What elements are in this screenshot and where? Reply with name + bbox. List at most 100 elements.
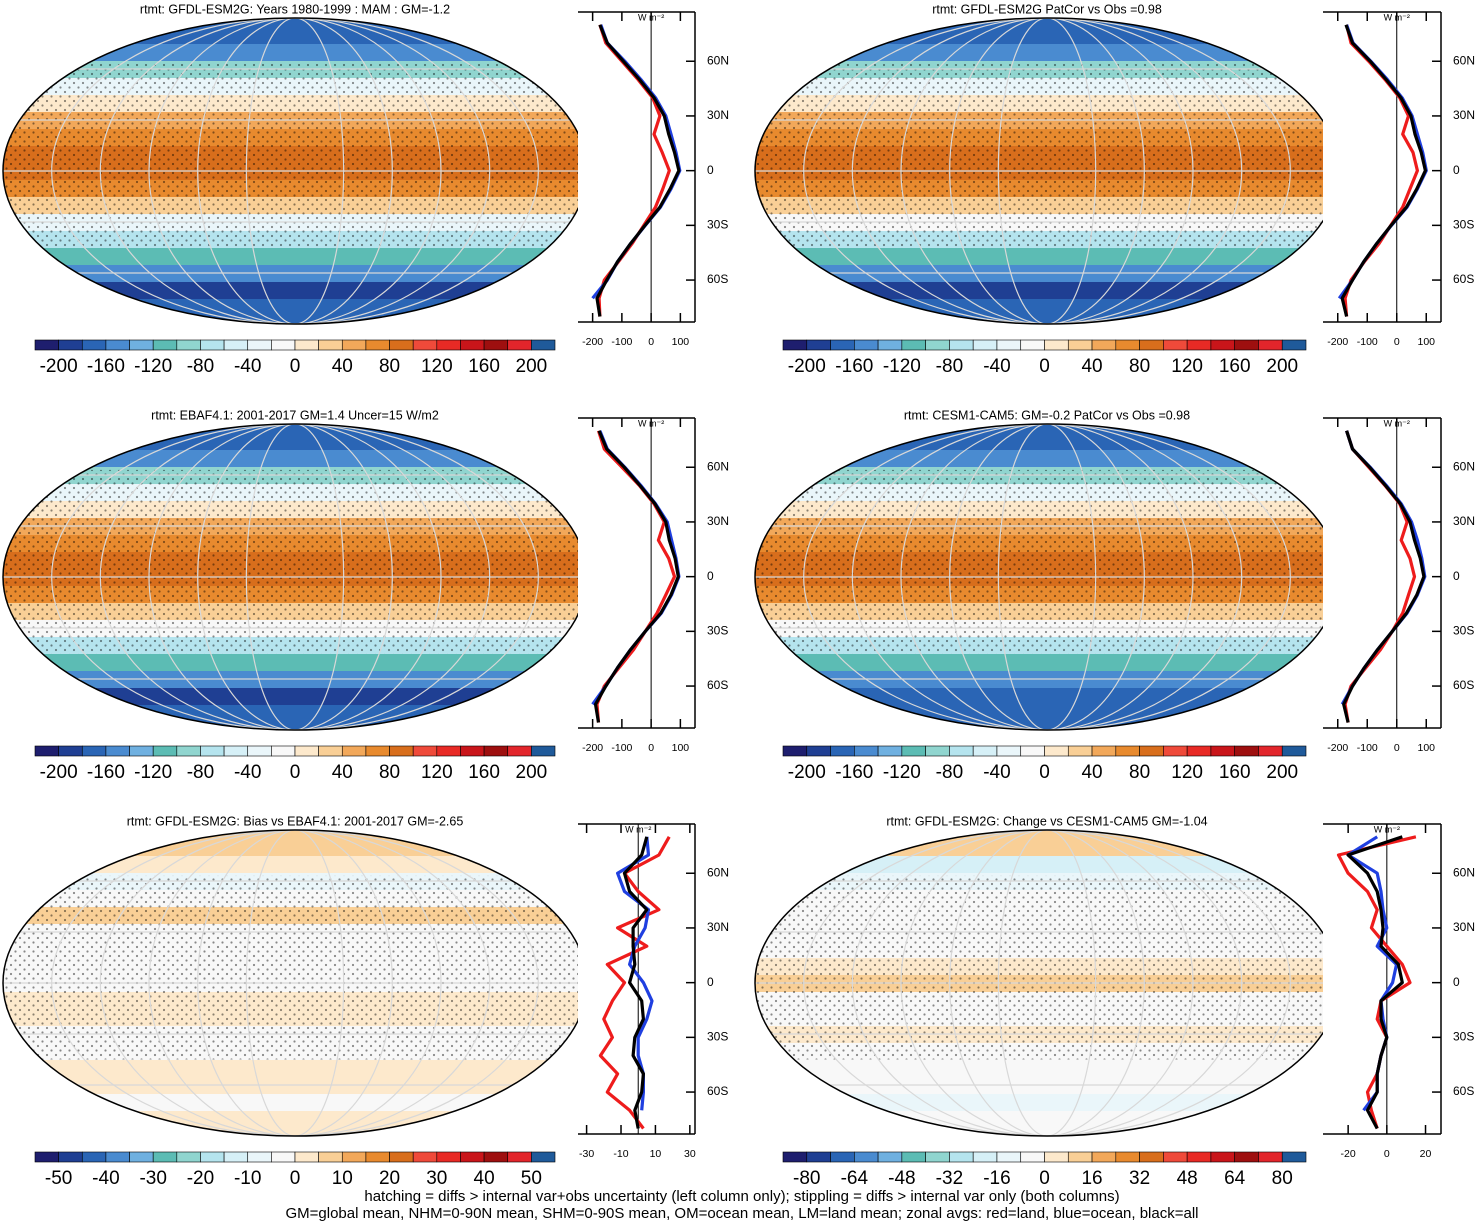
colorbar-box xyxy=(1210,745,1235,757)
y-tick-label: 0 xyxy=(1453,163,1460,177)
graticule xyxy=(99,18,491,324)
colorbar-tick-label: 0 xyxy=(290,356,301,377)
colorbar-box xyxy=(294,745,319,757)
x-tick-label: -100 xyxy=(1357,742,1378,754)
colorbar-tick-label: 0 xyxy=(1039,762,1050,783)
colorbar-tick-label: 160 xyxy=(468,356,500,377)
graticule xyxy=(245,424,345,730)
colorbar-box xyxy=(1163,339,1188,351)
map-band xyxy=(3,696,587,705)
map-band xyxy=(3,264,587,274)
colorbar-tick-label: -200 xyxy=(40,356,78,377)
graticule xyxy=(900,830,1194,1136)
map-band xyxy=(755,1119,1339,1128)
colorbar-box xyxy=(129,1151,154,1163)
map-band xyxy=(3,449,587,459)
colorbar-tick-label: -200 xyxy=(40,762,78,783)
y-tick-label: 30N xyxy=(707,920,729,934)
colorbar-box xyxy=(925,1151,950,1163)
y-tick-label: 60N xyxy=(1453,53,1475,67)
colorbar-box xyxy=(1020,339,1045,351)
colorbar-tick-label: 160 xyxy=(1219,762,1251,783)
zonal-bg xyxy=(1323,12,1441,322)
y-tick-label: 60N xyxy=(707,53,729,67)
map-band xyxy=(755,298,1339,308)
colorbar-tick-label: -80 xyxy=(187,762,214,783)
map-band xyxy=(3,670,587,680)
map-band xyxy=(3,838,587,848)
graticule xyxy=(51,830,539,1136)
colorbar-box xyxy=(58,1151,83,1163)
colorbar-box xyxy=(1091,1151,1117,1163)
colorbar-tick-label: 120 xyxy=(421,356,453,377)
graticule xyxy=(803,18,1291,324)
colorbar-tick-label: 160 xyxy=(1219,356,1251,377)
map-band xyxy=(3,662,587,671)
colorbar-box xyxy=(1139,1151,1164,1163)
map-band xyxy=(3,441,587,450)
map-band xyxy=(755,52,1339,61)
colorbar-tick-label: -40 xyxy=(234,762,261,783)
colorbar-tick-label: -10 xyxy=(234,1168,261,1189)
colorbar-tick-label: -120 xyxy=(883,356,921,377)
panel-title: rtmt: GFDL-ESM2G: Years 1980-1999 : MAM … xyxy=(140,2,450,16)
map-band xyxy=(3,1110,587,1120)
map-band xyxy=(755,441,1339,450)
x-tick-label: 100 xyxy=(1417,336,1435,348)
map-band xyxy=(755,458,1339,467)
x-tick-label: -200 xyxy=(582,742,603,754)
map-band xyxy=(755,1059,1339,1069)
colorbar-box xyxy=(105,1151,130,1163)
y-tick-label: 60S xyxy=(707,678,728,692)
colorbar-box xyxy=(1163,745,1188,757)
graticule xyxy=(803,830,1291,1136)
colorbar-tick-label: 0 xyxy=(1039,356,1050,377)
zonal-line xyxy=(598,836,671,1130)
colorbar-box xyxy=(1281,745,1307,757)
map-band xyxy=(755,847,1339,856)
colorbar-box xyxy=(318,1151,343,1163)
colorbar-box xyxy=(1234,745,1259,757)
stippling xyxy=(755,469,1339,654)
map-band xyxy=(3,35,587,44)
colorbar-tick-label: -16 xyxy=(983,1168,1010,1189)
colorbar-box xyxy=(782,1151,808,1163)
graticule xyxy=(851,830,1243,1136)
colorbar-box xyxy=(1020,1151,1045,1163)
map-band xyxy=(755,696,1339,705)
colorbar-box xyxy=(105,339,130,351)
colorbar-box xyxy=(901,1151,926,1163)
colorbar-tick-label: 120 xyxy=(421,762,453,783)
y-tick-label: 60N xyxy=(1453,865,1475,879)
colorbar-tick-label: 80 xyxy=(1129,356,1150,377)
colorbar-box xyxy=(247,339,272,351)
colorbar-box xyxy=(1115,339,1140,351)
y-tick-label: 60N xyxy=(1453,459,1475,473)
colorbar-box xyxy=(531,339,556,351)
colorbar-box xyxy=(436,339,461,351)
y-tick-label: 30S xyxy=(1453,218,1474,232)
zonal-bg xyxy=(578,12,695,322)
colorbar-box xyxy=(460,1151,485,1163)
y-tick-label: 60S xyxy=(1453,678,1474,692)
colorbar-box xyxy=(176,339,201,351)
colorbar-tick-label: 80 xyxy=(379,762,400,783)
colorbar-box xyxy=(877,339,903,351)
map-band xyxy=(755,687,1339,697)
graticule xyxy=(851,18,1243,324)
x-tick-label: -100 xyxy=(611,336,632,348)
map-band xyxy=(3,52,587,61)
y-tick-label: 0 xyxy=(1453,569,1460,583)
map xyxy=(755,424,1339,730)
y-tick-label: 60S xyxy=(707,1084,728,1098)
colorbar-tick-label: -40 xyxy=(92,1168,119,1189)
x-axis-label: W m⁻² xyxy=(625,824,651,834)
map-band xyxy=(3,1119,587,1128)
map-band xyxy=(755,256,1339,265)
stippling xyxy=(3,875,587,1060)
colorbar-box xyxy=(1139,339,1164,351)
map-band xyxy=(3,307,587,316)
y-tick-label: 30N xyxy=(1453,108,1475,122)
colorbar-tick-label: 64 xyxy=(1224,1168,1246,1189)
